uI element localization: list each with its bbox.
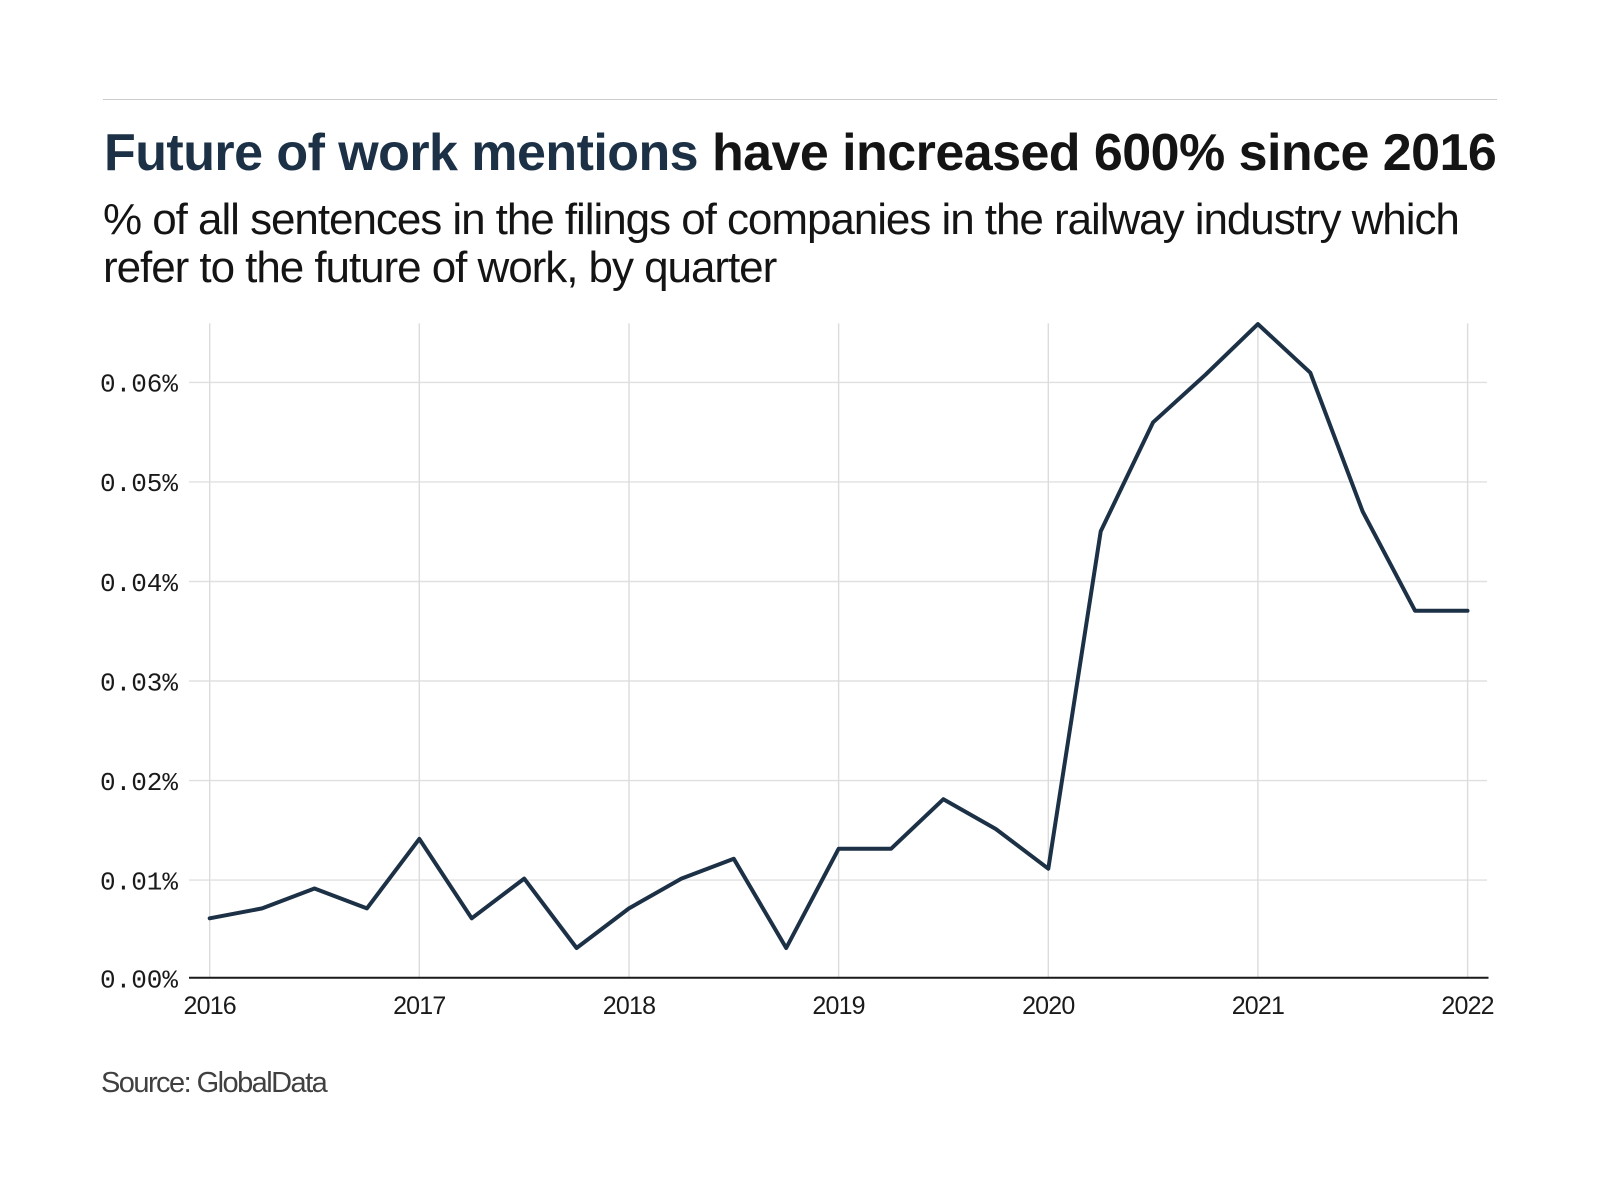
svg-text:2018: 2018 <box>603 992 655 1020</box>
svg-text:0.06%: 0.06% <box>100 370 178 400</box>
svg-text:2020: 2020 <box>1022 992 1074 1020</box>
svg-text:2016: 2016 <box>183 992 235 1020</box>
svg-text:0.01%: 0.01% <box>100 867 178 897</box>
svg-text:0.03%: 0.03% <box>100 668 178 698</box>
svg-text:0.04%: 0.04% <box>100 569 178 599</box>
svg-text:0.02%: 0.02% <box>100 768 178 798</box>
svg-text:0.00%: 0.00% <box>100 965 178 995</box>
svg-text:2017: 2017 <box>393 992 445 1020</box>
svg-text:2019: 2019 <box>812 992 864 1020</box>
svg-text:2021: 2021 <box>1232 992 1284 1020</box>
svg-text:0.05%: 0.05% <box>100 469 178 499</box>
svg-text:2022: 2022 <box>1441 992 1493 1020</box>
